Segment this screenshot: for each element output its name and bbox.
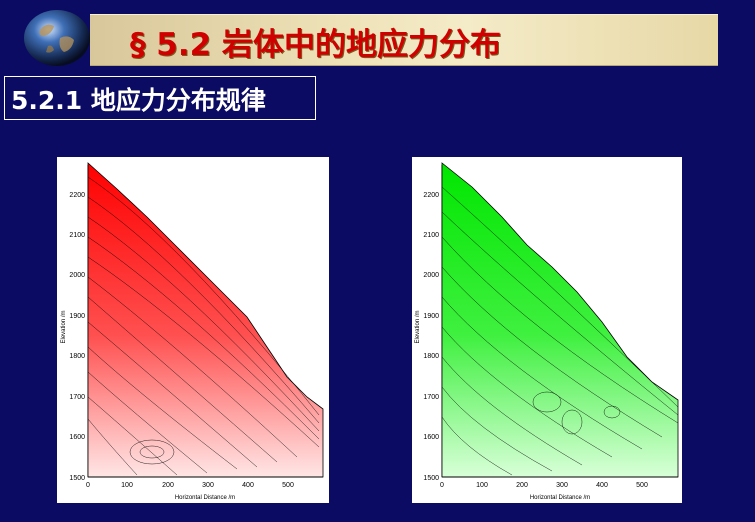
contour-lines [441,186,679,476]
y-tick: 1600 [69,434,85,441]
x-axis-label: Horizontal Distance /m [530,495,590,501]
y-axis: Elevation /m 2200 2100 2000 1900 1800 17… [415,165,443,482]
x-tick: 400 [596,482,608,489]
page-title: § 5.2 岩体中的地应力分布 [130,27,501,63]
y-axis-label: Elevation /m [415,310,421,343]
stress-contour-plot-right: Elevation /m 2200 2100 2000 1900 1800 17… [412,157,682,503]
x-tick: 0 [86,482,90,489]
y-axis: Elevation /m 2200 2100 2000 1900 1800 17… [61,165,89,482]
x-tick: 400 [242,482,254,489]
x-tick: 300 [202,482,214,489]
y-tick: 2000 [423,272,439,279]
y-tick: 1500 [423,475,439,482]
globe-icon [24,10,90,66]
contour-fill-region [87,162,324,478]
y-tick: 1900 [423,313,439,320]
x-axis-label: Horizontal Distance /m [175,495,235,501]
x-tick: 500 [282,482,294,489]
y-tick: 1900 [69,313,85,320]
x-tick: 500 [636,482,648,489]
y-tick: 1800 [69,353,85,360]
contour-fill-region [441,162,679,478]
stress-contour-plot-left: Elevation /m 2200 2100 2000 1900 1800 17… [57,157,329,503]
y-tick: 2100 [423,232,439,239]
x-tick: 0 [440,482,444,489]
y-axis-label: Elevation /m [61,310,67,343]
y-tick: 1600 [423,434,439,441]
x-axis: 0 100 200 300 400 500 Horizontal Distanc… [440,476,678,501]
section-title: 5.2.1 地应力分布规律 [11,86,266,115]
x-tick: 300 [556,482,568,489]
x-axis: 0 100 200 300 400 500 Horizontal Distanc… [86,476,323,501]
y-tick: 1700 [423,394,439,401]
y-tick: 1700 [69,394,85,401]
x-tick: 100 [121,482,133,489]
y-tick: 1500 [69,475,85,482]
x-tick: 200 [516,482,528,489]
x-tick: 200 [162,482,174,489]
y-tick: 2200 [423,192,439,199]
section-heading-box: 5.2.1 地应力分布规律 [4,76,316,120]
y-tick: 2000 [69,272,85,279]
y-tick: 2200 [69,192,85,199]
contour-lines [87,176,320,476]
y-tick: 2100 [69,232,85,239]
header-banner: § 5.2 岩体中的地应力分布 [90,14,718,66]
y-tick: 1800 [423,353,439,360]
x-tick: 100 [476,482,488,489]
